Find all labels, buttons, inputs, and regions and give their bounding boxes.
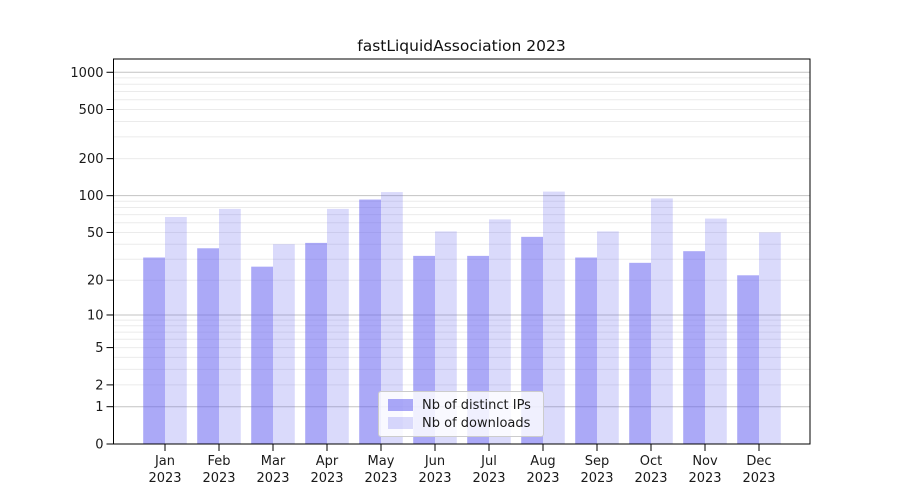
y-tick-label: 20 <box>87 274 104 289</box>
x-tick-label: Mar 2023 <box>256 454 289 486</box>
x-tick-label: Aug 2023 <box>526 454 559 486</box>
y-tick-label: 100 <box>79 189 104 204</box>
y-tick-label: 5 <box>95 341 103 356</box>
bar-downloads-feb <box>219 208 241 444</box>
legend-label: Nb of distinct IPs <box>422 397 531 413</box>
y-tick-label: 200 <box>79 152 104 167</box>
x-tick-label: Jul 2023 <box>472 454 505 486</box>
x-tick-label: Apr 2023 <box>310 454 343 486</box>
bar-distinct-ips-nov <box>683 251 705 444</box>
x-tick-label: Jan 2023 <box>148 454 181 486</box>
y-tick-label: 2 <box>95 378 103 393</box>
bar-downloads-aug <box>543 191 565 444</box>
bar-downloads-dec <box>759 232 781 444</box>
x-tick-label: Sep 2023 <box>580 454 613 486</box>
bar-distinct-ips-sep <box>575 257 597 444</box>
y-tick-label: 500 <box>79 103 104 118</box>
y-tick-label: 0 <box>95 438 103 453</box>
legend: Nb of distinct IPs Nb of downloads <box>378 391 544 437</box>
bar-distinct-ips-apr <box>305 242 327 444</box>
bar-distinct-ips-mar <box>251 266 273 444</box>
plot-border <box>113 58 811 445</box>
bar-distinct-ips-oct <box>629 262 651 444</box>
x-tick-label: Nov 2023 <box>688 454 721 486</box>
legend-item-downloads: Nb of downloads <box>388 416 534 431</box>
x-tick-label: Jun 2023 <box>418 454 451 486</box>
x-tick-label: May 2023 <box>364 454 397 486</box>
bar-distinct-ips-jan <box>143 257 165 444</box>
downloads-series-swatch-icon <box>388 417 413 429</box>
y-tick-label: 50 <box>87 226 104 241</box>
y-tick-label: 1000 <box>70 66 103 81</box>
bar-distinct-ips-dec <box>737 275 759 444</box>
bar-downloads-mar <box>273 244 295 444</box>
bar-downloads-sep <box>597 231 619 444</box>
bar-downloads-jul <box>489 219 511 444</box>
y-tick-label: 10 <box>87 308 104 323</box>
legend-label: Nb of downloads <box>422 415 531 431</box>
bar-downloads-apr <box>327 208 349 444</box>
x-tick-label: Feb 2023 <box>202 454 235 486</box>
legend-item-distinct-ips: Nb of distinct IPs <box>388 398 534 413</box>
bar-distinct-ips-feb <box>197 248 219 444</box>
ips-series-swatch-icon <box>388 399 413 411</box>
y-tick-label: 1 <box>95 400 103 415</box>
bar-downloads-nov <box>705 218 727 444</box>
x-tick-label: Dec 2023 <box>742 454 775 486</box>
bar-downloads-may <box>381 192 403 444</box>
x-tick-label: Oct 2023 <box>634 454 667 486</box>
bar-distinct-ips-may <box>359 199 381 444</box>
bar-downloads-oct <box>651 198 673 444</box>
bar-downloads-jan <box>165 216 187 444</box>
chart-title: fastLiquidAssociation 2023 <box>357 37 566 55</box>
bar-downloads-jun <box>435 231 457 444</box>
